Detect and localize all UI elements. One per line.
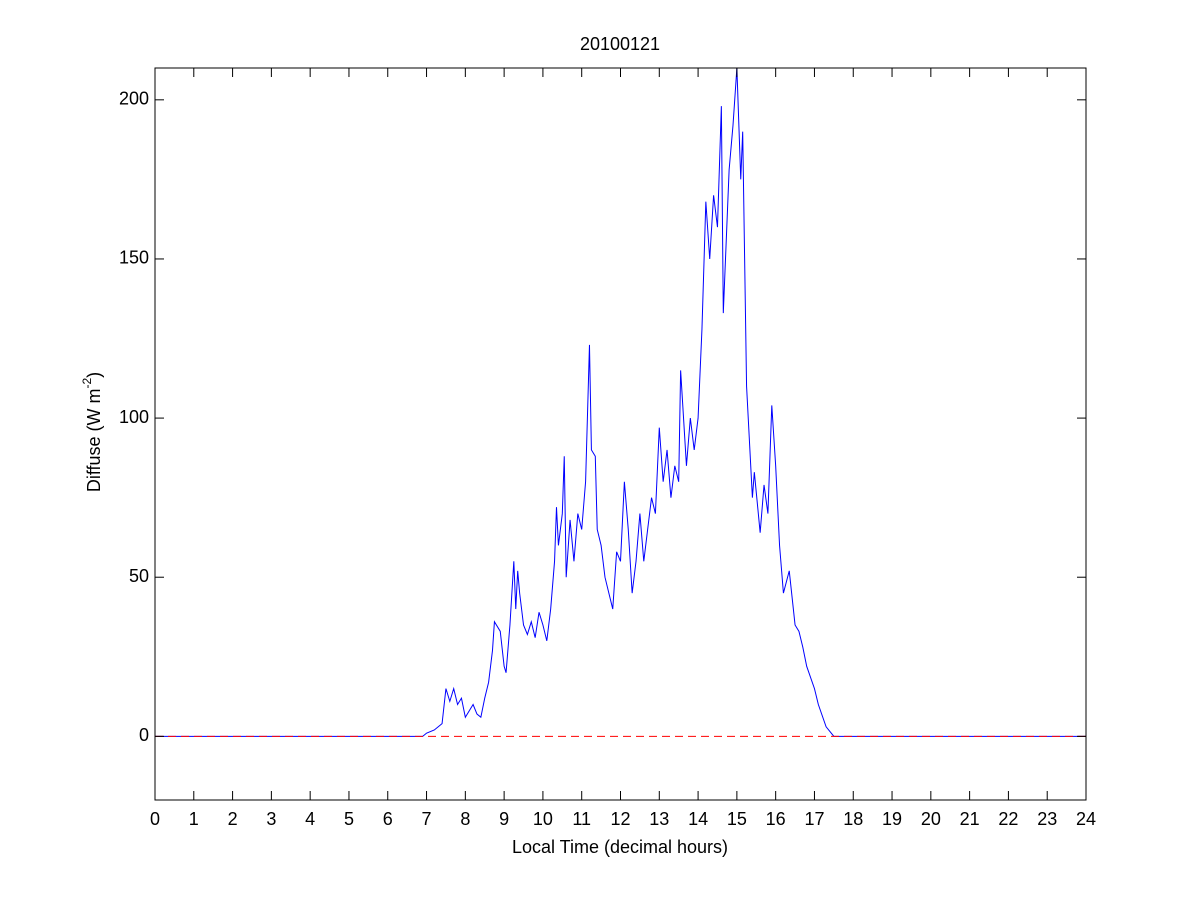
x-tick-label: 2 — [228, 809, 238, 829]
y-tick-label: 0 — [139, 725, 149, 745]
x-tick-label: 14 — [688, 809, 708, 829]
x-tick-label: 16 — [766, 809, 786, 829]
x-tick-label: 8 — [460, 809, 470, 829]
x-tick-label: 13 — [649, 809, 669, 829]
x-tick-label: 1 — [189, 809, 199, 829]
y-tick-label: 50 — [129, 566, 149, 586]
y-axis-label: Diffuse (W m-2) — [80, 372, 104, 492]
x-tick-label: 20 — [921, 809, 941, 829]
x-tick-label: 6 — [383, 809, 393, 829]
x-tick-label: 10 — [533, 809, 553, 829]
x-tick-label: 17 — [804, 809, 824, 829]
x-tick-label: 7 — [422, 809, 432, 829]
x-tick-label: 11 — [572, 809, 591, 829]
y-tick-label: 150 — [119, 248, 149, 268]
y-tick-label: 100 — [119, 407, 149, 427]
chart-title: 20100121 — [580, 34, 660, 54]
x-axis-label: Local Time (decimal hours) — [512, 837, 728, 857]
x-tick-label: 5 — [344, 809, 354, 829]
x-tick-label: 9 — [499, 809, 509, 829]
y-tick-label: 200 — [119, 89, 149, 109]
y-axis-label-part: ) — [84, 372, 104, 378]
x-tick-label: 4 — [305, 809, 315, 829]
x-tick-label: 21 — [960, 809, 980, 829]
x-tick-label: 18 — [843, 809, 863, 829]
x-tick-label: 0 — [150, 809, 160, 829]
x-tick-label: 12 — [610, 809, 630, 829]
x-tick-label: 15 — [727, 809, 747, 829]
x-tick-label: 22 — [998, 809, 1018, 829]
plot-area — [155, 67, 1086, 737]
x-tick-label: 24 — [1076, 809, 1096, 829]
x-tick-label: 3 — [266, 809, 276, 829]
x-tick-label: 23 — [1037, 809, 1057, 829]
x-tick-label: 19 — [882, 809, 902, 829]
data-line — [155, 67, 1086, 737]
y-axis-label-exponent: -2 — [80, 377, 94, 388]
y-axis-label-part: Diffuse (W m — [84, 388, 104, 492]
